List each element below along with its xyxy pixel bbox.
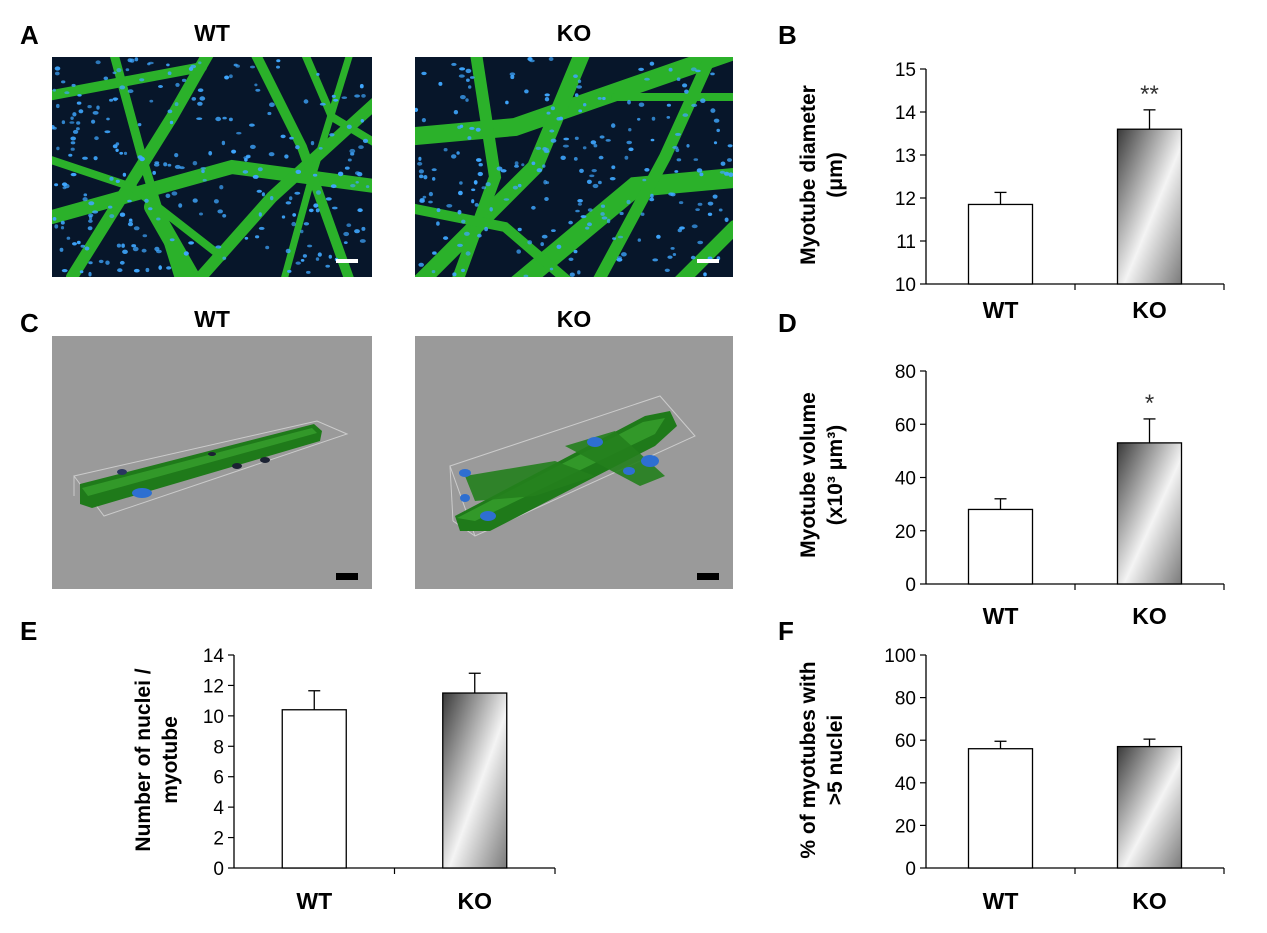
- x-tick-label: WT: [983, 297, 1019, 323]
- y-axis-label-line: >5 nuclei: [824, 715, 847, 805]
- y-tick-label: 2: [213, 829, 224, 850]
- bar-ko: [442, 692, 508, 869]
- ko-fluorescence-image: [415, 57, 733, 277]
- panel-c-ko-title: KO: [556, 306, 592, 332]
- panel-a-wt-title: WT: [194, 20, 230, 46]
- significance-marker: **: [1140, 81, 1159, 108]
- y-tick-label: 40: [895, 774, 916, 795]
- y-axis-label-line: Myotube volume: [797, 392, 820, 558]
- y-tick-label: 11: [896, 232, 916, 253]
- bar-wt: [967, 203, 1034, 285]
- panel-letter-f: F: [778, 616, 794, 646]
- x-tick-label: WT: [983, 603, 1019, 629]
- y-tick-label: 80: [895, 689, 916, 710]
- y-tick-label: 10: [895, 275, 916, 296]
- y-tick-label: 12: [895, 189, 916, 210]
- y-axis-label-line: myotube: [159, 716, 182, 804]
- x-tick-label: KO: [1132, 888, 1167, 914]
- y-tick-label: 60: [895, 415, 916, 436]
- x-tick-label: KO: [1132, 603, 1167, 629]
- panel-a-ko-title: KO: [556, 20, 592, 46]
- y-tick-label: 20: [895, 522, 916, 543]
- bar-wt: [281, 709, 347, 869]
- x-tick-label: KO: [458, 888, 493, 914]
- scale-bar: [336, 259, 358, 263]
- panel-letter-a: A: [20, 20, 39, 50]
- y-axis-label: Number of nuclei / myotube: [132, 668, 182, 851]
- y-tick-label: 0: [905, 859, 916, 880]
- x-tick-label: WT: [296, 888, 332, 914]
- y-axis-label: % of myotubes with >5 nuclei: [797, 661, 847, 858]
- y-axis-label-line: % of myotubes with: [797, 661, 820, 858]
- y-axis-label-line: Myotube diameter: [797, 85, 820, 265]
- scale-bar: [697, 259, 719, 263]
- panel-c-wt-title: WT: [194, 306, 230, 332]
- y-tick-label: 40: [895, 469, 916, 490]
- y-tick-label: 14: [203, 646, 225, 667]
- wt-3d-render: [52, 336, 372, 589]
- y-tick-label: 10: [203, 707, 224, 728]
- y-tick-label: 13: [895, 146, 916, 167]
- ko-3d-render: [415, 336, 733, 589]
- y-tick-label: 0: [905, 575, 916, 596]
- y-tick-label: 0: [213, 859, 224, 880]
- panel-letter-c: C: [20, 308, 39, 338]
- panel-letter-e: E: [20, 616, 38, 646]
- y-tick-label: 15: [895, 60, 916, 81]
- x-tick-label: KO: [1132, 297, 1167, 323]
- y-axis-label-line: Number of nuclei /: [132, 668, 155, 851]
- wt-fluorescence-image: [52, 57, 372, 277]
- y-axis-label: Myotube diameter (μm): [797, 85, 847, 265]
- y-tick-label: 20: [895, 816, 916, 837]
- y-axis-label-line: (μm): [824, 152, 847, 198]
- significance-marker: *: [1145, 390, 1154, 417]
- panel-letter-d: D: [778, 308, 797, 338]
- y-tick-label: 6: [213, 768, 224, 789]
- x-tick-label: WT: [983, 888, 1019, 914]
- bar-wt: [967, 748, 1034, 869]
- panel-letter-b: B: [778, 20, 797, 50]
- bar-ko: [1116, 442, 1183, 585]
- y-tick-label: 60: [895, 731, 916, 752]
- y-tick-label: 8: [213, 737, 224, 758]
- y-axis-label: Myotube volume (x10³ μm³): [797, 392, 847, 558]
- y-axis-label-line: (x10³ μm³): [824, 425, 847, 525]
- y-tick-label: 80: [895, 362, 916, 383]
- y-tick-label: 4: [213, 798, 224, 819]
- bar-ko: [1116, 745, 1183, 869]
- bar-ko: [1116, 128, 1183, 285]
- y-tick-label: 14: [895, 103, 917, 124]
- y-tick-label: 100: [884, 646, 916, 667]
- y-tick-label: 12: [203, 676, 224, 697]
